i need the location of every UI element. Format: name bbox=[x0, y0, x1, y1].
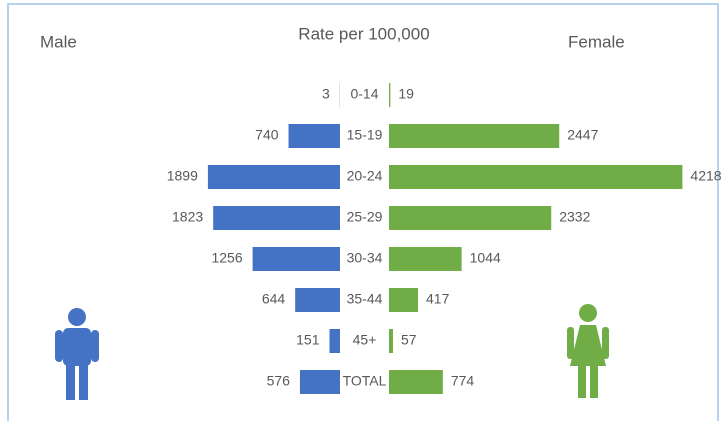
female-value-label: 4218 bbox=[690, 168, 721, 184]
legend-female: Female bbox=[568, 32, 625, 51]
female-icon bbox=[567, 304, 609, 398]
category-label: 15-19 bbox=[347, 127, 383, 143]
category-label: 35-44 bbox=[347, 291, 383, 307]
male-value-label: 740 bbox=[255, 127, 279, 143]
male-value-label: 644 bbox=[262, 291, 286, 307]
category-label: 30-34 bbox=[347, 250, 383, 266]
female-value-label: 19 bbox=[398, 86, 414, 102]
male-value-label: 151 bbox=[296, 332, 320, 348]
female-value-label: 2447 bbox=[567, 127, 598, 143]
male-bar bbox=[295, 288, 340, 312]
male-bar bbox=[299, 370, 340, 394]
frame bbox=[7, 3, 719, 421]
female-bar bbox=[389, 124, 560, 148]
chart-title: Rate per 100,000 bbox=[298, 24, 429, 43]
female-bar bbox=[389, 165, 683, 189]
category-label: 25-29 bbox=[347, 209, 383, 225]
female-bar bbox=[389, 247, 462, 271]
category-label: 45+ bbox=[353, 332, 377, 348]
female-value-label: 2332 bbox=[559, 209, 590, 225]
male-value-label: 1899 bbox=[167, 168, 198, 184]
male-bar bbox=[213, 206, 340, 230]
female-bar bbox=[389, 288, 419, 312]
male-bar bbox=[207, 165, 340, 189]
male-bar bbox=[288, 124, 340, 148]
male-bar bbox=[329, 329, 340, 353]
male-icon bbox=[55, 308, 99, 400]
category-label: 20-24 bbox=[347, 168, 383, 184]
male-value-label: 1256 bbox=[211, 250, 242, 266]
female-bar bbox=[389, 329, 393, 353]
male-bar bbox=[252, 247, 340, 271]
legend-male: Male bbox=[40, 32, 77, 51]
male-value-label: 3 bbox=[322, 86, 330, 102]
category-label: 0-14 bbox=[350, 86, 378, 102]
male-value-label: 576 bbox=[267, 373, 291, 389]
female-value-label: 1044 bbox=[470, 250, 501, 266]
female-bar bbox=[389, 370, 443, 394]
male-value-label: 1823 bbox=[172, 209, 203, 225]
female-value-label: 57 bbox=[401, 332, 417, 348]
female-value-label: 774 bbox=[451, 373, 475, 389]
female-value-label: 417 bbox=[426, 291, 450, 307]
female-bar bbox=[389, 206, 552, 230]
category-label: TOTAL bbox=[343, 373, 387, 389]
female-bar bbox=[389, 83, 391, 107]
